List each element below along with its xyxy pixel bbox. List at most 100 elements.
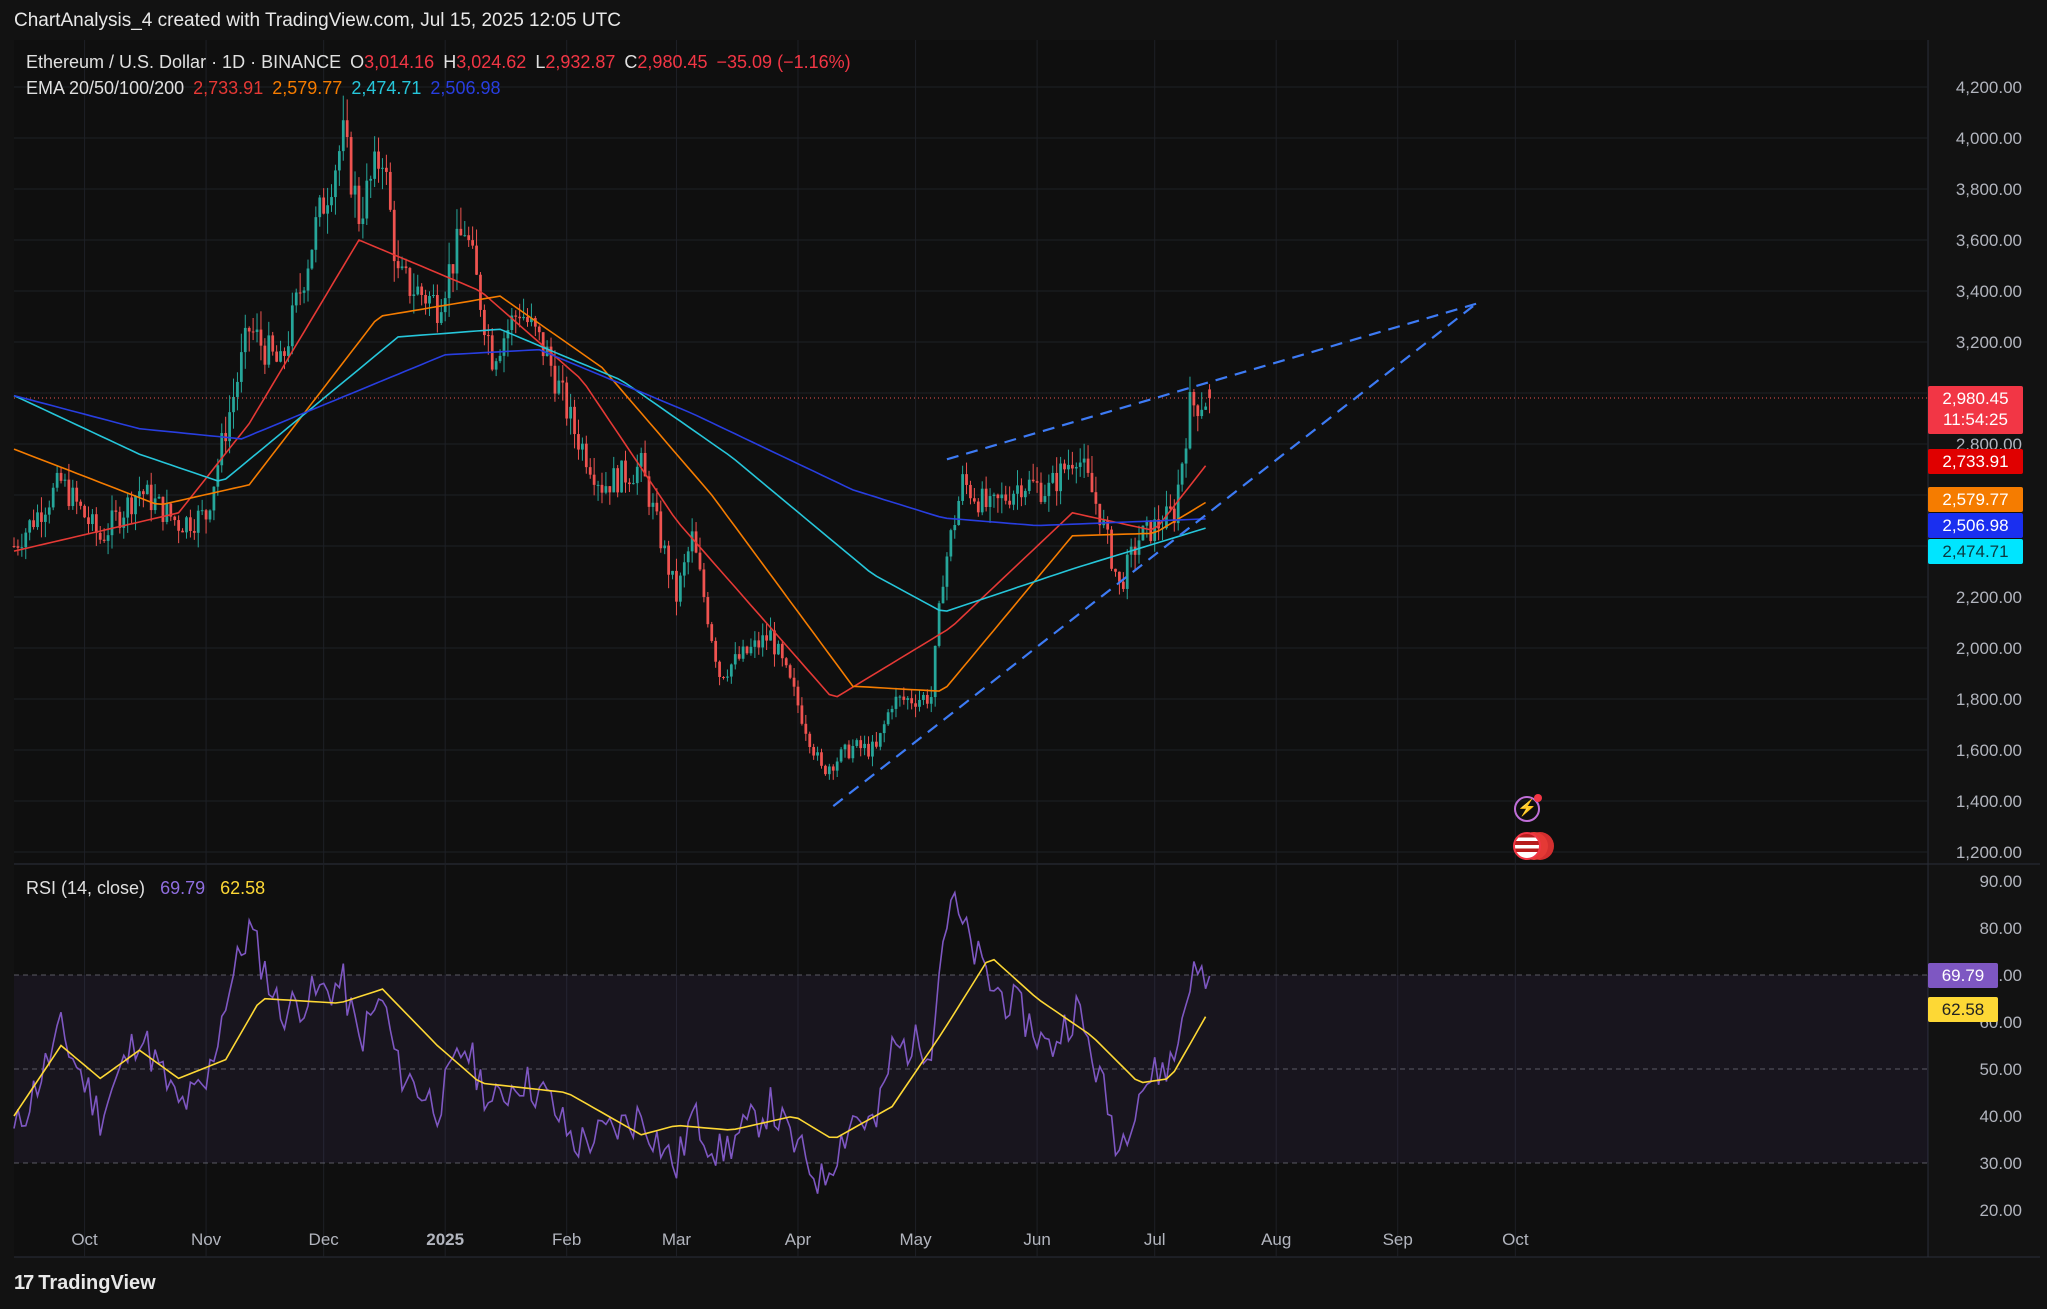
candle-body (404, 266, 408, 269)
candle (788, 663, 792, 680)
candle-body (345, 120, 349, 138)
candle (141, 489, 145, 508)
us-flag-icon[interactable] (1513, 832, 1541, 860)
candle-body (628, 482, 631, 485)
candle-body (784, 658, 788, 666)
candle-body (149, 484, 153, 511)
rsi-tick-label: 30.00 (1979, 1154, 2022, 1173)
symbol-legend[interactable]: Ethereum / U.S. Dollar · 1D · BINANCE O3… (26, 52, 855, 73)
candle (792, 668, 796, 697)
candle-body (702, 569, 706, 598)
candle (722, 676, 725, 680)
candle-body (875, 741, 878, 747)
candle-body (722, 676, 725, 678)
candle (439, 299, 443, 326)
candle-body (643, 452, 647, 477)
candle-body (298, 292, 302, 294)
candle (334, 164, 337, 215)
candle-body (189, 517, 192, 531)
candle (675, 558, 678, 616)
open-value: 3,014.16 (364, 52, 435, 72)
candle-body (573, 406, 576, 435)
candle (271, 331, 275, 356)
candle-body (283, 351, 286, 356)
symbol-name: Ethereum / U.S. Dollar · 1D · BINANCE (26, 52, 342, 72)
candle-body (1133, 546, 1137, 555)
candle (749, 638, 753, 656)
candle (1208, 384, 1211, 414)
candle (24, 528, 28, 560)
footer-brand[interactable]: 17 TradingView (14, 1272, 156, 1295)
candle-body (1110, 529, 1113, 569)
candle (1012, 490, 1015, 511)
candle (1039, 472, 1043, 505)
candle (1082, 443, 1086, 478)
candle (827, 763, 831, 780)
price-tick-label: 1,800.00 (1956, 690, 2022, 709)
candle (533, 315, 537, 337)
candle (631, 474, 635, 485)
time-tick-label: Oct (1502, 1230, 1529, 1249)
candle (255, 313, 259, 343)
candle (200, 499, 204, 516)
candle (1204, 402, 1208, 410)
candle (863, 735, 866, 756)
candle-body (20, 547, 24, 549)
candle-body (275, 351, 279, 362)
candle (455, 209, 459, 291)
candle-body (878, 733, 882, 747)
candle (624, 450, 627, 493)
candle-body (435, 294, 439, 323)
ema50-value: 2,579.77 (272, 78, 343, 98)
rsi-pane (14, 865, 1928, 1257)
candle (185, 515, 188, 539)
candle (667, 540, 670, 589)
candle-body (1145, 520, 1149, 526)
candle-body (510, 315, 514, 331)
rsi-tick-label: 90.00 (1979, 872, 2022, 891)
lightning-event-icon[interactable]: ⚡ (1514, 796, 1540, 822)
candle-body (1176, 484, 1180, 524)
candle (192, 519, 196, 540)
candle-body (322, 197, 326, 214)
candle (314, 206, 318, 263)
candle (1094, 476, 1098, 515)
candle-body (941, 586, 945, 604)
candle (898, 695, 902, 707)
chart-header-title: ChartAnalysis_4 created with TradingView… (14, 10, 621, 31)
rsi-bands (14, 974, 1928, 1164)
candle (765, 623, 768, 650)
candle-body (545, 346, 549, 357)
candle (91, 508, 94, 531)
candle-body (639, 452, 643, 467)
candle-body (592, 474, 596, 485)
candle (784, 657, 788, 668)
candle (1121, 572, 1125, 592)
candle-body (541, 332, 545, 357)
candle (839, 747, 843, 763)
price-tick-label: 2,200.00 (1956, 588, 2022, 607)
candle (420, 283, 424, 306)
candle-body (43, 514, 47, 522)
last-price-tag: 2,980.45 11:54:25 (1928, 386, 2023, 434)
candle-body (388, 171, 392, 210)
candle (757, 631, 761, 655)
candle-body (969, 484, 972, 499)
ema-legend[interactable]: EMA 20/50/100/200 2,733.91 2,579.77 2,47… (26, 78, 505, 99)
rsi-legend[interactable]: RSI (14, close) 69.79 62.58 (26, 878, 269, 899)
candle-body (949, 530, 953, 557)
candle-body (635, 466, 639, 484)
candle-body (682, 562, 686, 576)
candle-body (820, 752, 823, 766)
candle-body (596, 484, 600, 486)
rsi-ma-value: 62.58 (220, 878, 266, 898)
candle-body (553, 365, 557, 394)
candle (796, 680, 800, 714)
candle (435, 284, 439, 333)
candle-body (1165, 506, 1168, 529)
candle (906, 696, 910, 710)
candle (737, 646, 741, 661)
candle (463, 221, 467, 237)
